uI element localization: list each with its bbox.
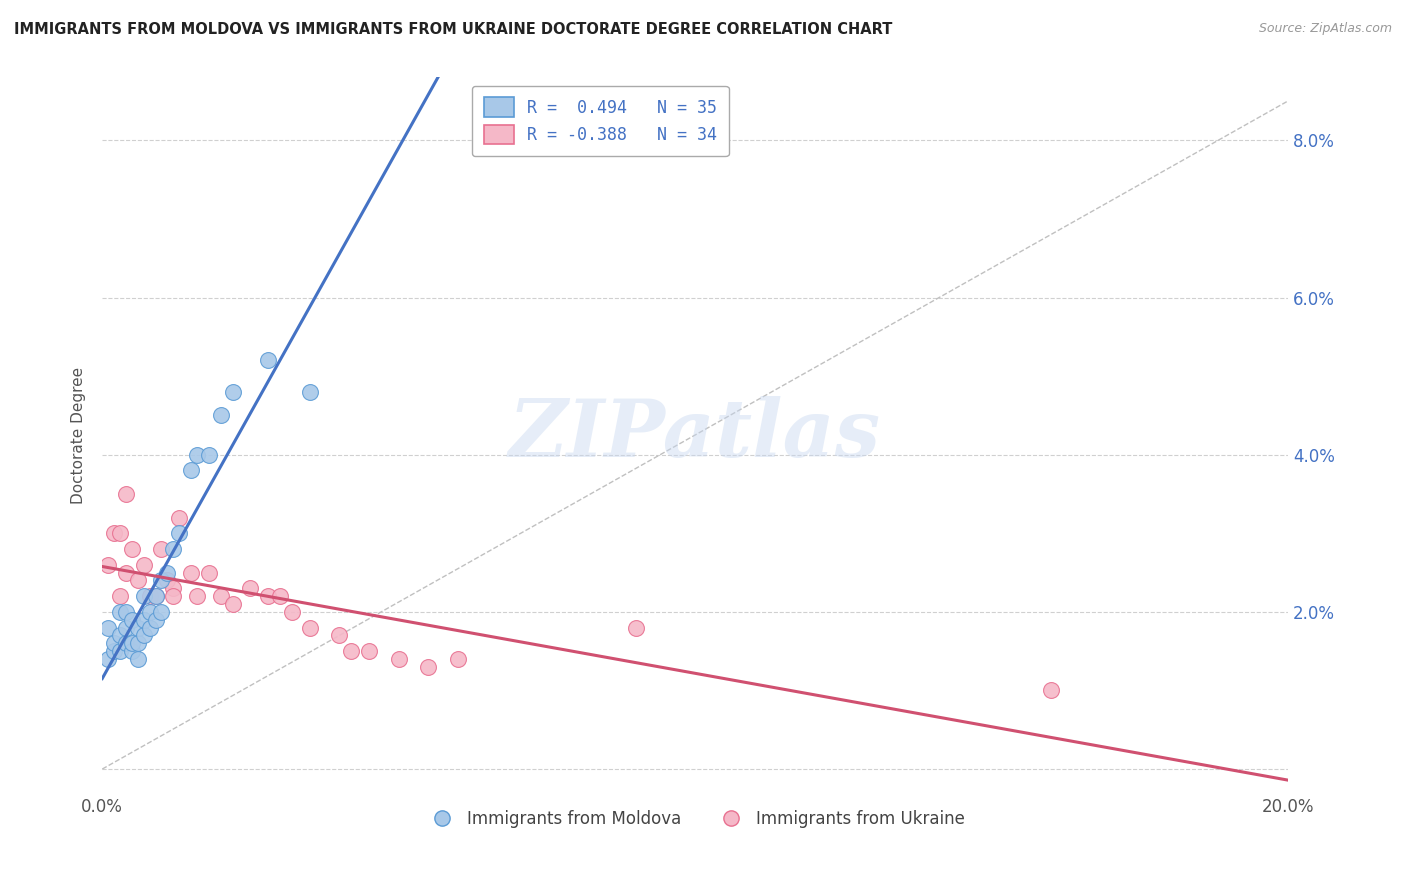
Point [127, 574, 149, 588]
Point [298, 621, 321, 635]
Point [257, 353, 280, 368]
Point [138, 621, 160, 635]
Point [281, 605, 304, 619]
Point [127, 636, 149, 650]
Text: Source: ZipAtlas.com: Source: ZipAtlas.com [1258, 22, 1392, 36]
Point [150, 541, 173, 556]
Point [115, 487, 138, 501]
Point [132, 589, 155, 603]
Point [221, 384, 243, 399]
Point [186, 448, 208, 462]
Point [97, 621, 120, 635]
Point [298, 384, 321, 399]
Point [145, 589, 167, 603]
Point [115, 621, 138, 635]
Point [186, 589, 208, 603]
Text: ZIPatlas: ZIPatlas [509, 396, 882, 474]
Point [103, 644, 125, 658]
Point [198, 448, 221, 462]
Point [108, 644, 131, 658]
Point [121, 613, 143, 627]
Point [138, 605, 160, 619]
Point [340, 644, 363, 658]
Point [121, 644, 143, 658]
Point [108, 605, 131, 619]
Point [156, 566, 179, 580]
Point [357, 644, 380, 658]
Point [145, 613, 167, 627]
Point [127, 621, 149, 635]
Point [221, 597, 243, 611]
Point [162, 589, 184, 603]
Point [257, 589, 280, 603]
Point [418, 660, 440, 674]
Point [169, 526, 191, 541]
Point [388, 652, 411, 666]
Point [97, 652, 120, 666]
Point [239, 582, 262, 596]
Point [121, 636, 143, 650]
Point [169, 510, 191, 524]
Point [115, 636, 138, 650]
Point [162, 541, 184, 556]
Point [97, 558, 120, 572]
Point [115, 566, 138, 580]
Legend: Immigrants from Moldova, Immigrants from Ukraine: Immigrants from Moldova, Immigrants from… [419, 803, 972, 834]
Point [180, 566, 202, 580]
Point [121, 541, 143, 556]
Point [162, 582, 184, 596]
Point [103, 636, 125, 650]
Point [150, 574, 173, 588]
Point [127, 652, 149, 666]
Y-axis label: Doctorate Degree: Doctorate Degree [72, 367, 86, 504]
Point [115, 605, 138, 619]
Text: IMMIGRANTS FROM MOLDOVA VS IMMIGRANTS FROM UKRAINE DOCTORATE DEGREE CORRELATION : IMMIGRANTS FROM MOLDOVA VS IMMIGRANTS FR… [14, 22, 893, 37]
Point [156, 574, 179, 588]
Point [1039, 683, 1062, 698]
Point [180, 463, 202, 477]
Point [138, 589, 160, 603]
Point [209, 409, 232, 423]
Point [328, 628, 350, 642]
Point [108, 628, 131, 642]
Point [132, 558, 155, 572]
Point [108, 526, 131, 541]
Point [209, 589, 232, 603]
Point [150, 605, 173, 619]
Point [132, 613, 155, 627]
Point [624, 621, 647, 635]
Point [145, 589, 167, 603]
Point [108, 589, 131, 603]
Point [132, 628, 155, 642]
Point [447, 652, 470, 666]
Point [198, 566, 221, 580]
Point [103, 526, 125, 541]
Point [269, 589, 291, 603]
